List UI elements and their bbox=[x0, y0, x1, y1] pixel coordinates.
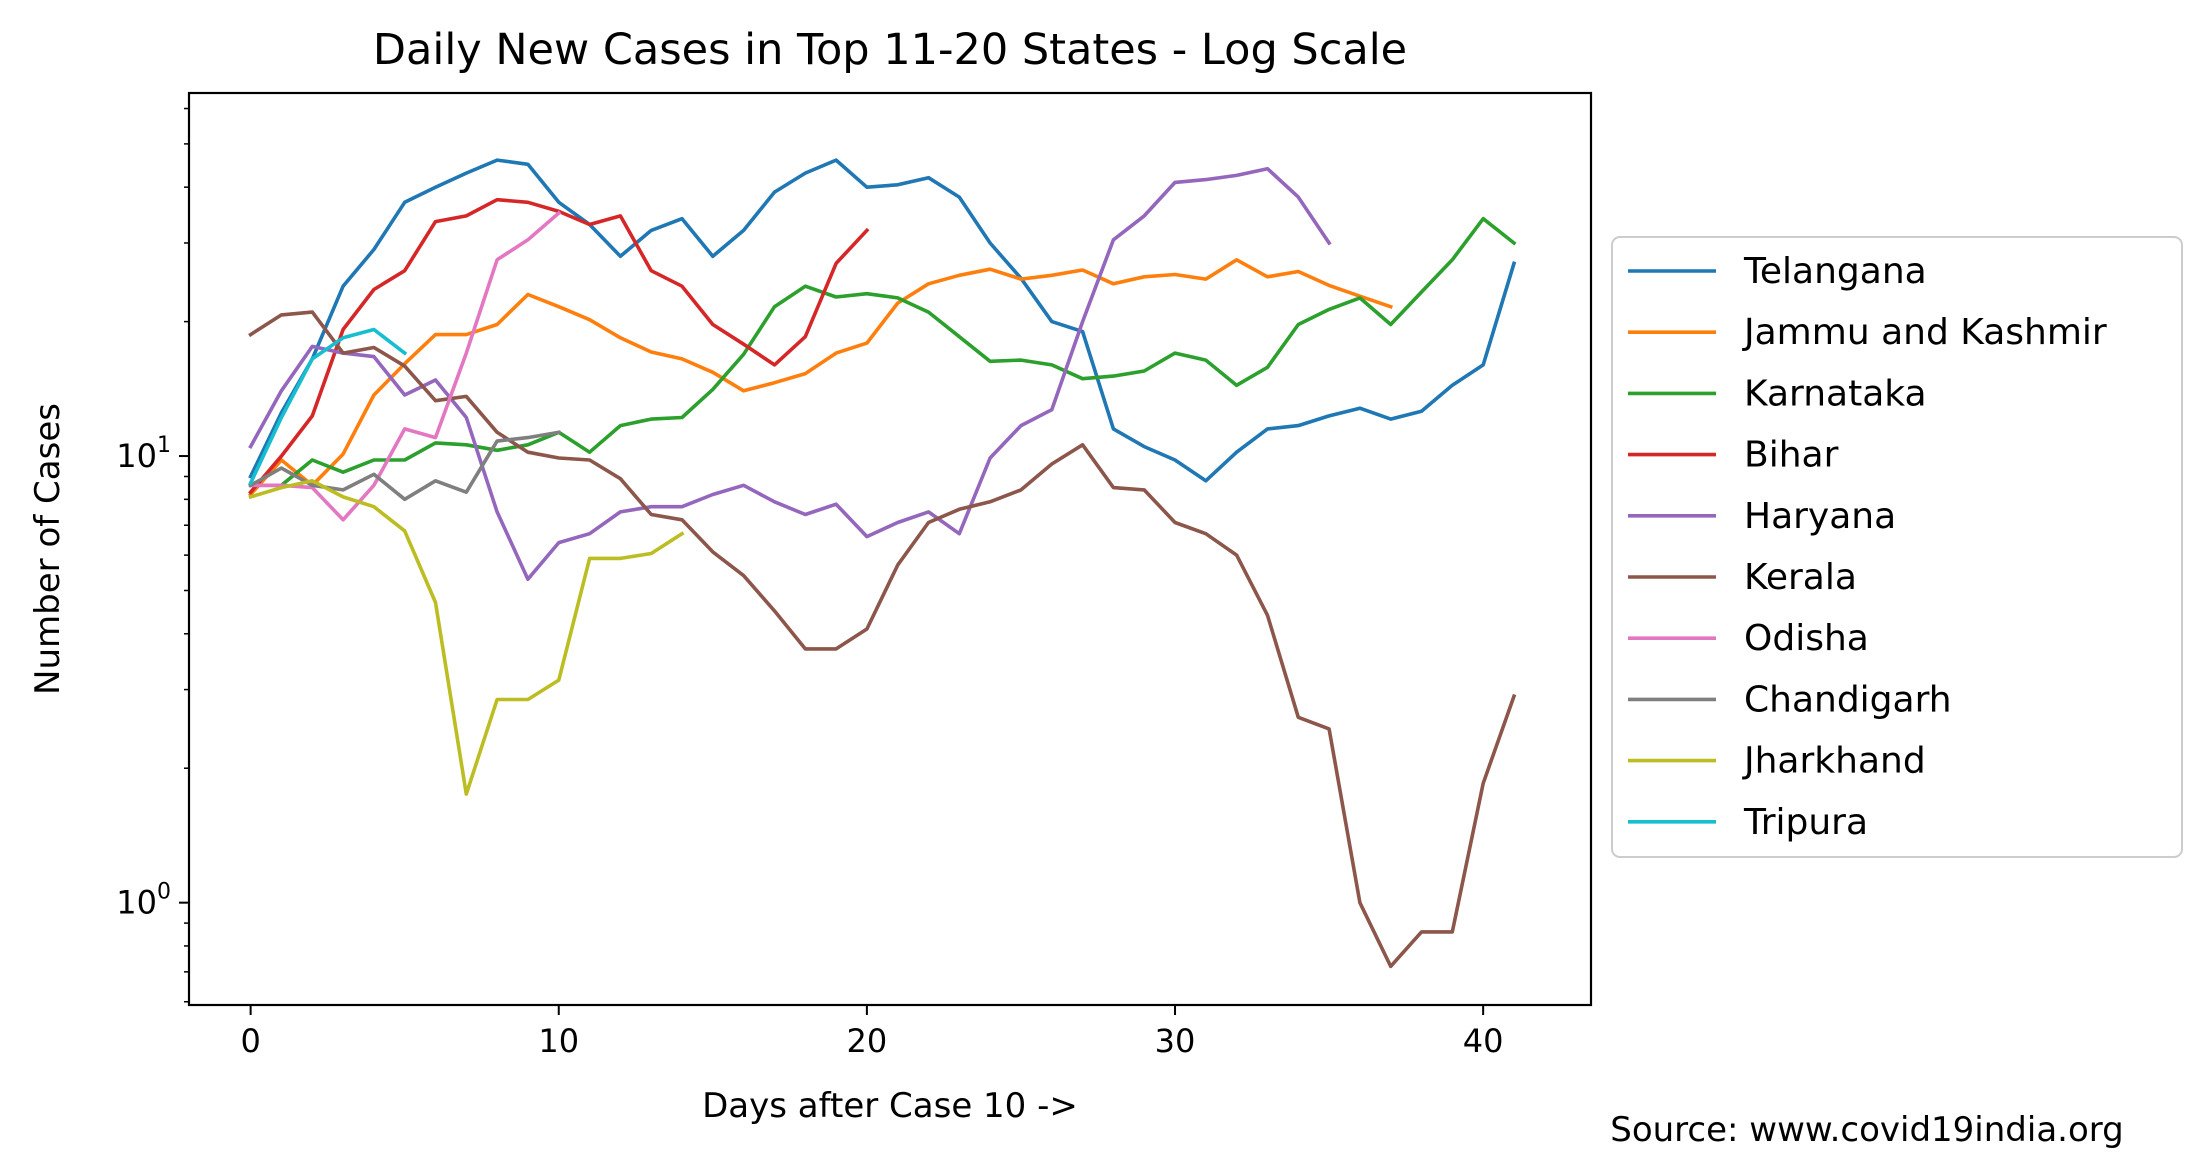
x-tick-label: 10 bbox=[538, 1022, 579, 1060]
legend-label: Tripura bbox=[1743, 802, 1868, 843]
series-line-odisha bbox=[248, 210, 562, 522]
legend-label: Jharkhand bbox=[1742, 741, 1926, 782]
legend-label: Jammu and Kashmir bbox=[1742, 312, 2107, 353]
series-line-kerala bbox=[248, 310, 1517, 969]
x-axis-label: Days after Case 10 -> bbox=[702, 1086, 1078, 1126]
legend-label: Telangana bbox=[1743, 251, 1927, 292]
x-tick-label: 0 bbox=[240, 1022, 260, 1060]
legend-label: Haryana bbox=[1744, 496, 1896, 537]
series-line-telangana bbox=[248, 158, 1517, 483]
legend: Telangana Jammu and Kashmir Karnataka Bihar… bbox=[1611, 236, 2183, 858]
series-line-tripura bbox=[248, 327, 408, 486]
legend-label: Odisha bbox=[1744, 618, 1869, 659]
legend-box bbox=[1611, 236, 2183, 858]
chart-title: Daily New Cases in Top 11-20 States - Lo… bbox=[373, 25, 1407, 75]
legend-label: Chandigarh bbox=[1744, 679, 1952, 720]
x-tick-label: 40 bbox=[1463, 1022, 1504, 1060]
legend-label: Bihar bbox=[1744, 435, 1839, 476]
series-line-haryana bbox=[248, 166, 1332, 582]
series-line-chandigarh bbox=[248, 430, 561, 502]
series-line-jharkhand bbox=[248, 478, 685, 796]
source-note: Source: www.covid19india.org bbox=[1610, 1110, 2124, 1150]
y-tick-label: 101 bbox=[116, 433, 171, 475]
legend-label: Kerala bbox=[1744, 557, 1857, 598]
series-layer bbox=[248, 158, 1517, 969]
y-axis-label: Number of Cases bbox=[28, 403, 68, 695]
axes-layer: 0 10 20 30 40 100 101 bbox=[116, 107, 1504, 1060]
series-line-karnataka bbox=[248, 216, 1517, 488]
y-tick-label: 100 bbox=[116, 880, 171, 922]
plot-frame bbox=[187, 91, 1593, 1007]
x-tick-label: 30 bbox=[1155, 1022, 1196, 1060]
x-tick-label: 20 bbox=[847, 1022, 888, 1060]
legend-label: Karnataka bbox=[1744, 373, 1927, 414]
series-line-jammu-and-kashmir bbox=[248, 257, 1393, 498]
